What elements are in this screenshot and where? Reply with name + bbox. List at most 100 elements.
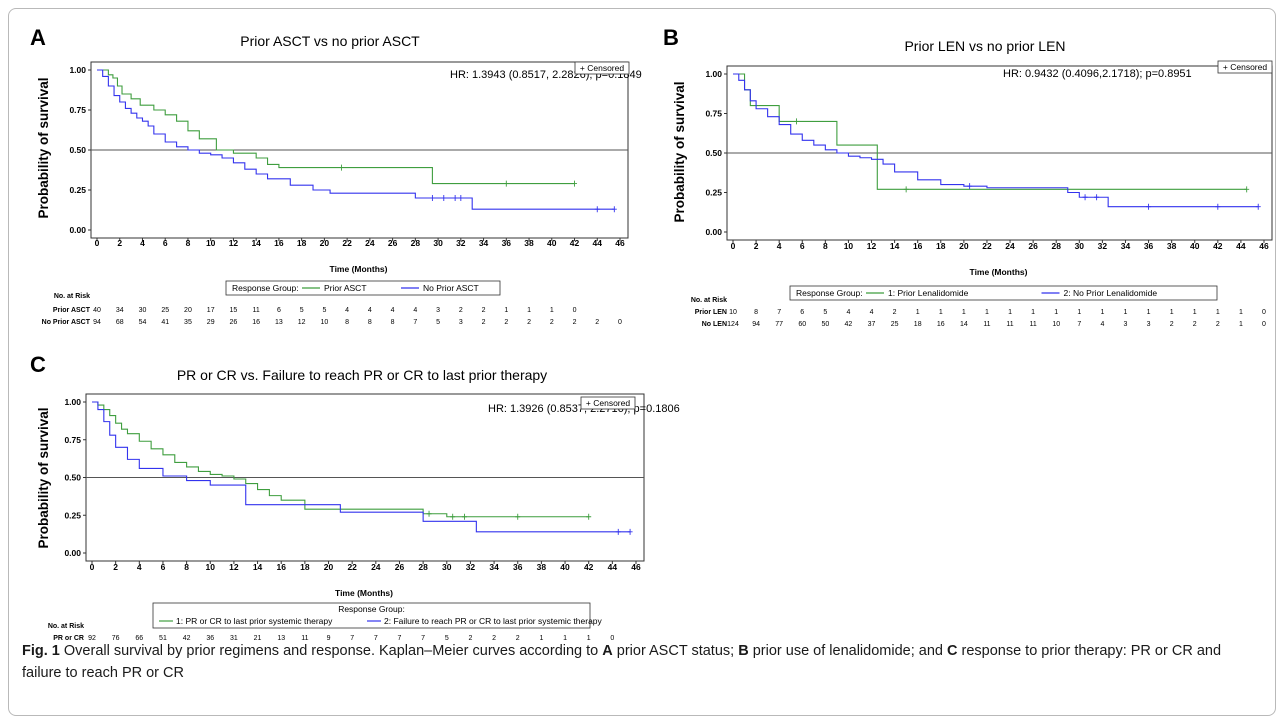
censor-mark (1255, 203, 1261, 210)
x-tick-label: 26 (388, 238, 398, 248)
risk-count: 9 (327, 635, 331, 640)
censor-mark (572, 180, 578, 187)
x-tick-label: 2 (754, 241, 759, 251)
censor-mark (1244, 186, 1250, 193)
survival-curve-group1 (733, 73, 1247, 190)
risk-count: 2 (527, 319, 531, 326)
risk-count: 26 (230, 319, 238, 326)
risk-count: 15 (230, 307, 238, 314)
risk-count: 6 (800, 309, 804, 316)
caption-label-c: C (946, 643, 958, 659)
x-tick-label: 4 (777, 241, 782, 251)
x-tick-label: 40 (1190, 241, 1200, 251)
x-tick-label: 8 (186, 238, 191, 248)
risk-count: 11 (1006, 321, 1013, 328)
risk-count: 3 (1147, 321, 1151, 328)
risk-row-label: No LEN (702, 321, 727, 328)
x-tick-label: 16 (913, 241, 923, 251)
risk-count: 10 (729, 309, 737, 316)
x-tick-label: 24 (1005, 241, 1015, 251)
censor-mark (903, 186, 909, 193)
risk-count: 0 (573, 307, 577, 314)
x-tick-label: 30 (433, 238, 443, 248)
risk-count: 16 (937, 321, 945, 328)
risk-table-header: No. at Risk (691, 297, 727, 304)
risk-count: 7 (413, 319, 417, 326)
panel-letter: C (30, 352, 46, 377)
x-tick-label: 38 (537, 562, 547, 572)
censored-legend-label: + Censored (586, 398, 630, 408)
survival-curve-group2 (92, 401, 631, 533)
panel-a: A Prior ASCT vs no prior ASCT Probability … (30, 25, 642, 326)
censor-mark (462, 513, 468, 520)
x-tick-label: 42 (570, 238, 580, 248)
censor-mark (452, 195, 458, 201)
y-axis-label: Probability of survival (36, 407, 51, 548)
risk-row-label: Prior LEN (695, 309, 727, 316)
x-tick-label: 32 (466, 562, 476, 572)
x-tick-label: 20 (959, 241, 969, 251)
x-axis-label: Time (Months) (330, 264, 388, 274)
censor-mark (450, 513, 456, 520)
risk-count: 4 (1100, 321, 1104, 328)
risk-count: 50 (821, 321, 829, 328)
risk-count: 0 (1262, 309, 1266, 316)
x-tick-label: 30 (1075, 241, 1085, 251)
risk-count: 7 (421, 635, 425, 640)
risk-row-label: Prior ASCT (53, 307, 91, 314)
risk-count: 2 (1193, 321, 1197, 328)
risk-count: 11 (1029, 321, 1036, 328)
x-tick-label: 22 (347, 562, 357, 572)
legend-box (789, 285, 1218, 301)
censor-mark (1215, 203, 1221, 210)
y-axis-label: Probability of survival (672, 81, 687, 222)
x-tick-label: 44 (608, 562, 618, 572)
caption-text-4: response to prior therapy: PR or CR and … (22, 643, 1222, 681)
caption-text-2: prior ASCT status; (612, 643, 739, 659)
y-axis-label: Probability of survival (36, 77, 51, 218)
y-tick-label: 0.50 (705, 148, 722, 158)
risk-count: 2 (1216, 321, 1220, 328)
x-tick-label: 0 (95, 238, 100, 248)
x-tick-label: 46 (631, 562, 641, 572)
x-tick-label: 40 (547, 238, 557, 248)
x-tick-label: 42 (1213, 241, 1223, 251)
risk-count: 54 (139, 319, 147, 326)
risk-count: 1 (504, 307, 508, 314)
x-tick-label: 34 (1121, 241, 1131, 251)
x-tick-label: 18 (300, 562, 310, 572)
x-tick-label: 40 (560, 562, 570, 572)
risk-count: 5 (300, 307, 304, 314)
censor-mark (594, 206, 600, 213)
risk-table-header: No. at Risk (48, 623, 84, 630)
x-tick-label: 36 (502, 238, 512, 248)
y-tick-label: 0.75 (705, 109, 722, 119)
x-tick-label: 36 (1144, 241, 1154, 251)
risk-count: 10 (320, 319, 328, 326)
x-tick-label: 20 (324, 562, 334, 572)
risk-count: 12 (298, 319, 306, 326)
x-tick-label: 4 (140, 238, 145, 248)
survival-curve-group1 (92, 401, 589, 518)
y-tick-label: 1.00 (69, 65, 86, 75)
y-tick-label: 0.00 (705, 227, 722, 237)
y-tick-label: 0.25 (69, 185, 86, 195)
risk-count: 1 (1216, 309, 1220, 316)
risk-count: 1 (1031, 309, 1035, 316)
x-tick-label: 6 (161, 562, 166, 572)
x-tick-label: 22 (982, 241, 992, 251)
risk-count: 2 (492, 635, 496, 640)
risk-count: 31 (230, 635, 238, 640)
censor-mark (441, 195, 447, 201)
x-tick-label: 46 (1259, 241, 1269, 251)
legend-box (225, 280, 501, 296)
risk-count: 92 (88, 635, 96, 640)
censored-legend-box (580, 396, 636, 410)
risk-count: 13 (275, 319, 283, 326)
x-tick-label: 32 (1098, 241, 1108, 251)
y-tick-label: 0.75 (69, 105, 86, 115)
legend-title: Response Group: (796, 288, 863, 298)
risk-count: 94 (752, 321, 760, 328)
x-tick-label: 34 (479, 238, 489, 248)
risk-count: 13 (277, 635, 285, 640)
